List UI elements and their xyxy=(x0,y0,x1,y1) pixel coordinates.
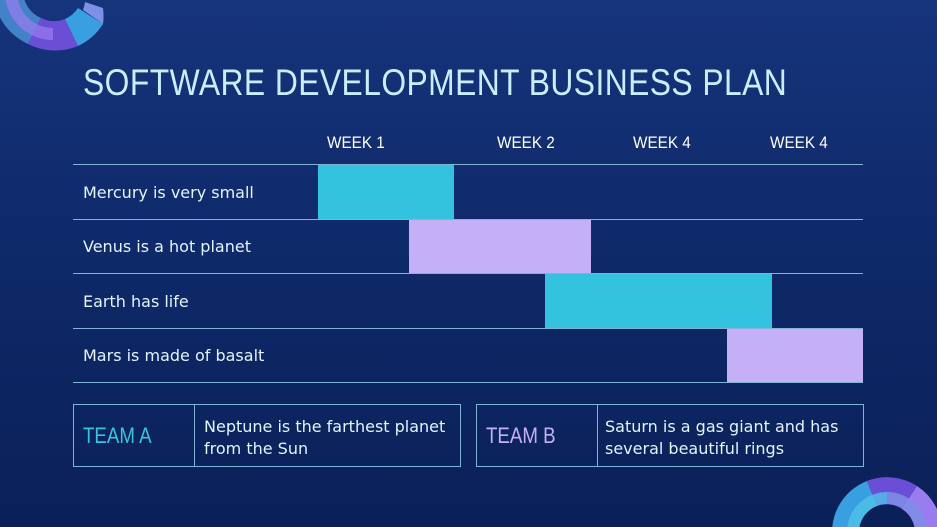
row-divider xyxy=(73,382,863,383)
gantt-bar-venus xyxy=(409,220,591,273)
row-label-venus: Venus is a hot planet xyxy=(83,237,251,256)
team-b-description: Saturn is a gas giant and has several be… xyxy=(605,417,839,458)
row-label-mars: Mars is made of basalt xyxy=(83,346,265,365)
row-divider xyxy=(73,328,863,329)
week-header-3: WEEK 4 xyxy=(633,133,691,152)
team-b-box: TEAM B Saturn is a gas giant and has sev… xyxy=(476,404,864,467)
corner-arcs-bottom-right xyxy=(832,477,937,527)
team-b-name: TEAM B xyxy=(486,423,556,448)
gantt-bar-mars xyxy=(727,329,863,382)
page-title: SOFTWARE DEVELOPMENT BUSINESS PLAN xyxy=(83,62,788,103)
team-a-box: TEAM A Neptune is the farthest planet fr… xyxy=(73,404,461,467)
week-header-4: WEEK 4 xyxy=(770,133,828,152)
team-a-divider xyxy=(194,405,195,466)
row-divider xyxy=(73,219,863,220)
team-b-divider xyxy=(597,405,598,466)
row-divider xyxy=(73,164,863,165)
row-label-earth: Earth has life xyxy=(83,292,189,311)
gantt-bar-mercury xyxy=(318,165,454,219)
week-header-2: WEEK 2 xyxy=(497,133,555,152)
gantt-bar-earth xyxy=(545,274,772,328)
week-header-1: WEEK 1 xyxy=(327,133,385,152)
team-a-description: Neptune is the farthest planet from the … xyxy=(204,417,446,458)
team-a-name: TEAM A xyxy=(83,423,152,448)
row-divider xyxy=(73,273,863,274)
corner-arcs-top-left xyxy=(0,0,104,51)
row-label-mercury: Mercury is very small xyxy=(83,183,254,202)
